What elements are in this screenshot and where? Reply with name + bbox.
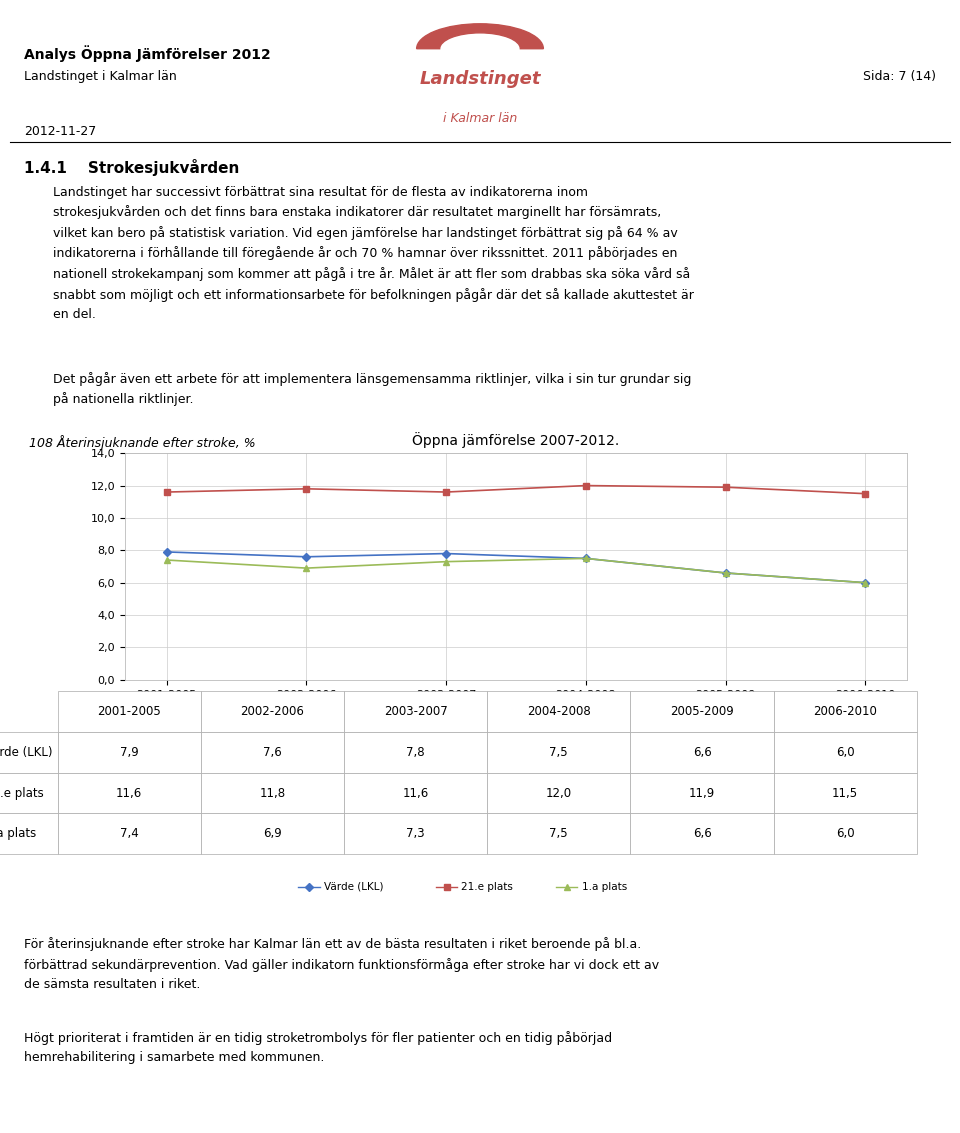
Text: Analys Öppna Jämförelser 2012: Analys Öppna Jämförelser 2012 bbox=[24, 45, 271, 62]
21.e plats bbox=[720, 480, 732, 494]
Line: 1.a plats: 1.a plats bbox=[164, 555, 868, 586]
Värde (LKL) bbox=[859, 576, 871, 589]
Text: För återinsjuknande efter stroke har Kalmar län ett av de bästa resultaten i rik: För återinsjuknande efter stroke har Kal… bbox=[24, 937, 660, 990]
Värde (LKL) bbox=[300, 550, 312, 563]
Text: Det pågår även ett arbete för att implementera länsgemensamma riktlinjer, vilka : Det pågår även ett arbete för att implem… bbox=[53, 372, 691, 406]
Line: 21.e plats: 21.e plats bbox=[164, 483, 868, 496]
1.a plats bbox=[720, 566, 732, 580]
Text: Landstinget i Kalmar län: Landstinget i Kalmar län bbox=[24, 70, 177, 83]
21.e plats bbox=[859, 487, 871, 501]
Värde (LKL) bbox=[161, 545, 173, 559]
Title: Öppna jämförelse 2007-2012.: Öppna jämförelse 2007-2012. bbox=[413, 432, 619, 448]
21.e plats bbox=[580, 479, 591, 493]
1.a plats bbox=[580, 552, 591, 565]
X-axis label: Procent: Procent bbox=[492, 704, 540, 717]
Wedge shape bbox=[417, 24, 543, 49]
1.a plats bbox=[300, 561, 312, 574]
Text: 108 Återinsjuknande efter stroke, %: 108 Återinsjuknande efter stroke, % bbox=[29, 435, 255, 450]
1.a plats bbox=[441, 555, 452, 569]
21.e plats bbox=[300, 482, 312, 495]
Värde (LKL) bbox=[580, 552, 591, 565]
Line: Värde (LKL): Värde (LKL) bbox=[164, 550, 868, 586]
Text: Landstinget: Landstinget bbox=[420, 70, 540, 88]
1.a plats bbox=[859, 576, 871, 589]
Text: Sida: 7 (14): Sida: 7 (14) bbox=[863, 70, 936, 83]
Text: 1.4.1    Strokesjukvården: 1.4.1 Strokesjukvården bbox=[24, 159, 239, 176]
21.e plats bbox=[161, 485, 173, 499]
1.a plats bbox=[161, 553, 173, 566]
Text: i Kalmar län: i Kalmar län bbox=[443, 112, 517, 126]
Text: Värde (LKL): Värde (LKL) bbox=[324, 881, 383, 892]
Värde (LKL) bbox=[720, 566, 732, 580]
Text: 1.a plats: 1.a plats bbox=[582, 881, 627, 892]
21.e plats bbox=[441, 485, 452, 499]
Text: 2012-11-27: 2012-11-27 bbox=[24, 125, 96, 137]
Text: 21.e plats: 21.e plats bbox=[462, 881, 514, 892]
Text: Högt prioriterat i framtiden är en tidig stroketrombolys för fler patienter och : Högt prioriterat i framtiden är en tidig… bbox=[24, 1031, 612, 1064]
Text: Landstinget har successivt förbättrat sina resultat för de flesta av indikatorer: Landstinget har successivt förbättrat si… bbox=[53, 186, 694, 321]
Värde (LKL) bbox=[441, 547, 452, 561]
